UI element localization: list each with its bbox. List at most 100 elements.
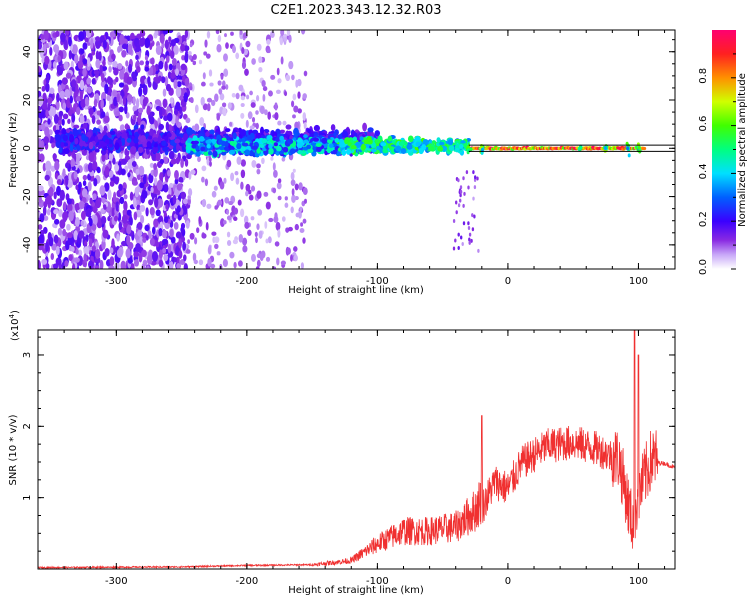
spectrogram-cell — [78, 31, 85, 42]
spectrogram-cell — [175, 101, 181, 112]
spectrogram-cell — [135, 199, 140, 206]
spectrogram-cell — [246, 94, 250, 100]
spectrogram-cell — [259, 254, 264, 262]
spectrogram-cell — [81, 188, 88, 198]
spectrogram-cell — [125, 60, 129, 67]
spectrogram-cell — [146, 105, 151, 116]
spectrogram-cell — [126, 137, 132, 143]
spectrogram-cell — [189, 232, 195, 240]
spectrogram-cell — [64, 260, 69, 267]
spectrogram-cell — [192, 60, 197, 66]
spectrogram-cell — [62, 102, 67, 111]
spectrogram-cell — [167, 112, 173, 122]
spectrogram-cell — [216, 113, 220, 121]
spectrogram-cell — [89, 197, 93, 205]
spectrogram-cell — [102, 229, 109, 239]
spectrogram-cell — [226, 159, 232, 168]
spectrogram-cell — [178, 238, 182, 249]
spectrogram-cell — [200, 96, 205, 106]
spectrogram-cell — [240, 102, 245, 108]
spectrogram-cell — [201, 233, 207, 239]
spectrogram-cell — [182, 241, 187, 251]
spectrogram-cell — [462, 203, 465, 208]
spectrogram-cell — [76, 144, 81, 152]
spectrogram-cell — [118, 82, 125, 88]
spectrogram-cell — [158, 106, 163, 118]
spectrogram-cell — [112, 90, 118, 97]
spectrogram-cell — [122, 209, 127, 215]
spectrogram-cell — [144, 55, 149, 61]
spectrogram-cell — [61, 77, 68, 85]
spectrogram-cell — [94, 265, 100, 269]
spectrogram-cell — [170, 39, 176, 47]
spectrogram-cell — [91, 78, 96, 85]
spectrogram-cell — [139, 135, 146, 143]
spectrogram-cell — [255, 122, 259, 130]
spectrogram-cell — [284, 196, 288, 201]
spectrogram-cell — [169, 261, 174, 269]
spectrogram-cell — [81, 210, 86, 221]
spectrogram-cell — [191, 125, 195, 131]
spectrogram-cell — [167, 132, 172, 138]
spectrogram-cell — [91, 245, 97, 252]
spectrogram-cell — [208, 157, 212, 162]
spectrogram-cell — [226, 215, 232, 221]
spectrogram-cell — [167, 169, 171, 177]
spectrogram-cell — [277, 78, 282, 84]
spectrogram-cell — [455, 210, 458, 215]
spectrogram-cell — [170, 158, 177, 165]
spectrogram-cell — [282, 146, 289, 153]
spectrogram-cell — [62, 129, 67, 135]
spectrogram-cell — [327, 139, 333, 144]
spectrogram-cell — [176, 263, 182, 269]
spectrogram-cell — [95, 58, 101, 69]
spectrogram-cell — [201, 198, 207, 208]
spectrogram-cell — [93, 177, 98, 187]
spectrogram-cell — [164, 75, 169, 87]
spectrogram-cell — [310, 142, 317, 147]
spectrogram-cell — [116, 233, 120, 242]
spectrogram-cell — [274, 212, 278, 220]
spectrogram-cell — [112, 191, 117, 203]
spectrogram-cell — [198, 259, 204, 266]
spectrogram-cell — [216, 43, 222, 53]
spectrogram-cell — [461, 242, 464, 246]
spectrogram-cell — [129, 146, 137, 155]
spectrogram-cell — [61, 118, 65, 126]
snr-x-tick-label: -200 — [236, 576, 259, 587]
spectrogram-cell — [99, 64, 103, 75]
spectrogram-cell — [258, 66, 263, 73]
spectrogram-cell — [295, 79, 299, 88]
spectrogram-cell — [224, 197, 230, 204]
spectrogram-cell — [133, 259, 140, 267]
spectrogram-cell — [184, 30, 189, 39]
spectrogram-cell — [104, 153, 109, 161]
spectrogram-cell — [267, 236, 272, 244]
spectrogram-cell — [145, 60, 150, 66]
spectrogram-cell — [233, 261, 237, 269]
spectrogram-cell — [206, 203, 212, 209]
spectrogram-cell — [75, 184, 79, 191]
spectrogram-cell — [480, 144, 483, 148]
spectrogram-cell — [161, 238, 169, 245]
spectrogram-cell — [208, 69, 213, 77]
spectrogram-cell — [45, 263, 50, 269]
spectrogram-cell — [124, 86, 128, 97]
spectrogram-cell — [262, 94, 266, 102]
spectrogram-cell — [285, 74, 291, 82]
spectrogram-cell — [109, 180, 115, 187]
spectrogram-cell — [194, 237, 198, 245]
spectrogram-cell — [121, 131, 128, 140]
spectrogram-cell — [223, 177, 227, 184]
spectrogram-cell — [192, 140, 200, 145]
spectrogram-cell — [69, 95, 73, 104]
spectrogram-cell — [189, 42, 193, 48]
spectrogram-cell — [149, 65, 154, 76]
colorbar-tick-label: 0.6 — [698, 116, 709, 132]
spectrogram-cell — [224, 33, 227, 38]
spectrogram-cell — [204, 39, 208, 48]
spectrogram-cell — [164, 39, 169, 50]
spectrogram-cell — [94, 148, 100, 153]
spectrogram-cell — [465, 170, 469, 175]
